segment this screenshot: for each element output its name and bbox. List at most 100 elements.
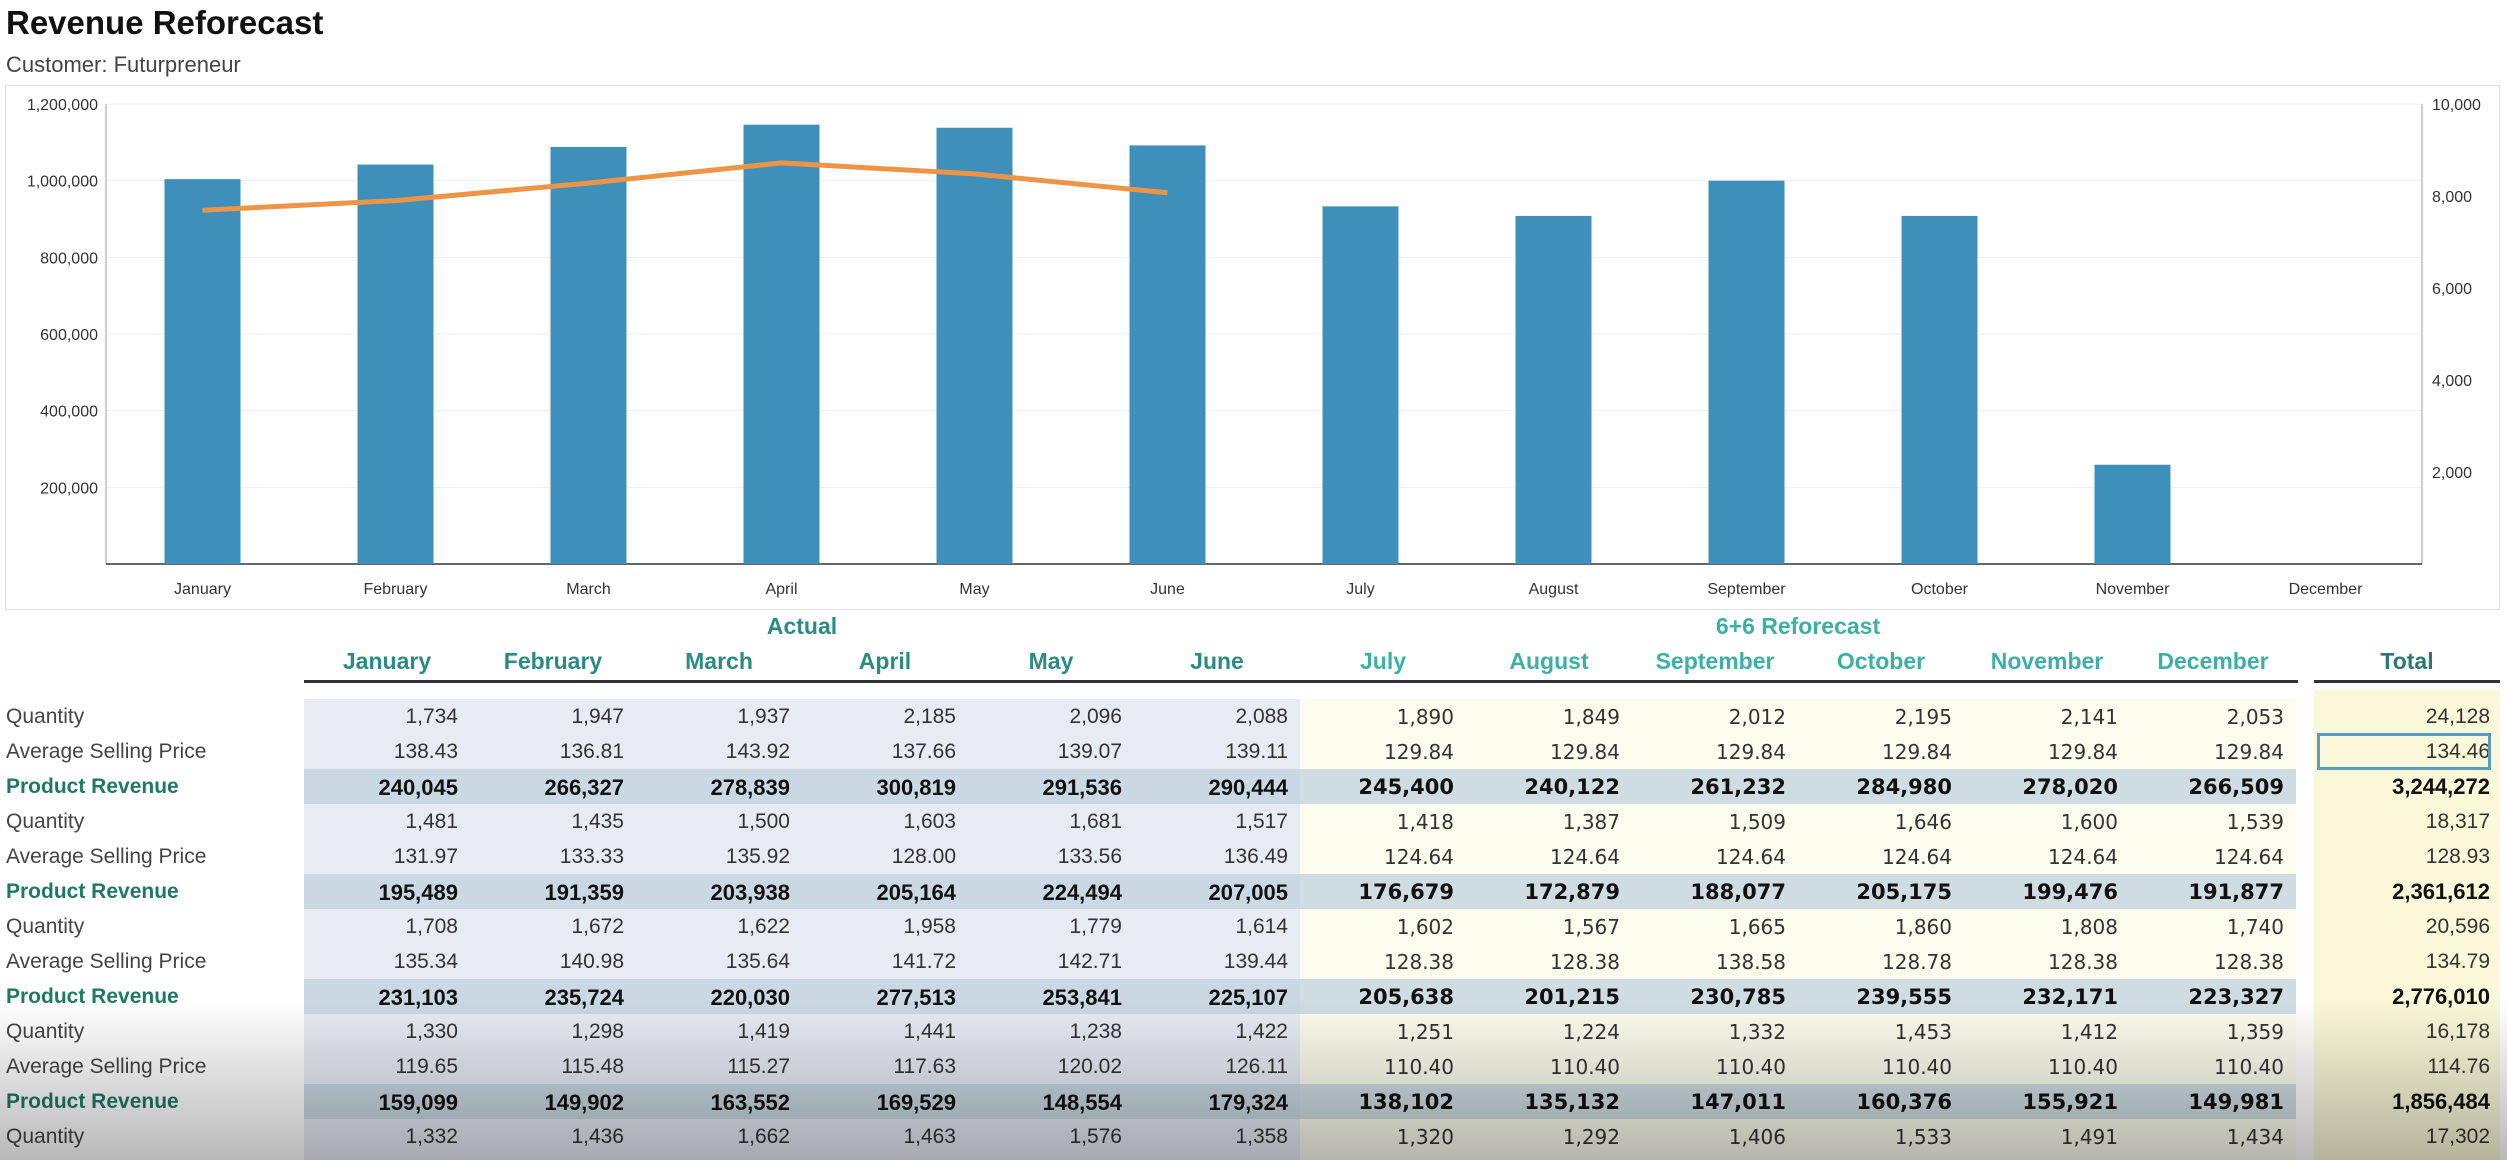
cell-december[interactable]: 124.64	[2214, 845, 2284, 869]
cell-may[interactable]: 139.07	[1057, 740, 1122, 763]
cell-august[interactable]: 1,567	[1562, 915, 1620, 939]
cell-may[interactable]: 133.56	[1057, 845, 1122, 868]
cell-august[interactable]: 1,292	[1562, 1125, 1620, 1149]
cell-april[interactable]: 2,185	[903, 705, 956, 728]
cell-january[interactable]: 240,045	[378, 775, 458, 800]
cell-april[interactable]: 128.00	[891, 845, 956, 868]
cell-total[interactable]: 18,317	[2425, 810, 2490, 833]
cell-november[interactable]: 278,020	[2022, 775, 2118, 799]
cell-total[interactable]: 3,244,272	[2392, 774, 2490, 799]
cell-november[interactable]: 1,808	[2060, 915, 2118, 939]
cell-april[interactable]: 117.63	[893, 1055, 956, 1078]
cell-total[interactable]: 16,178	[2425, 1020, 2490, 1043]
cell-may[interactable]: 1,576	[1069, 1125, 1122, 1148]
cell-july[interactable]: 1,602	[1396, 915, 1454, 939]
cell-may[interactable]: 148,554	[1042, 1090, 1122, 1115]
cell-june[interactable]: 179,324	[1208, 1090, 1288, 1115]
cell-february[interactable]: 149,902	[544, 1090, 624, 1115]
cell-november[interactable]: 129.84	[2048, 740, 2118, 764]
cell-february[interactable]: 1,672	[571, 915, 624, 938]
cell-july[interactable]: 128.38	[1384, 950, 1454, 974]
cell-october[interactable]: 1,533	[1894, 1125, 1952, 1149]
cell-november[interactable]: 124.64	[2048, 845, 2118, 869]
cell-april[interactable]: 1,958	[903, 915, 956, 938]
cell-march[interactable]: 278,839	[710, 775, 790, 800]
cell-total[interactable]: 20,596	[2425, 915, 2490, 938]
cell-august[interactable]: 135,132	[1524, 1090, 1620, 1114]
cell-october[interactable]: 129.84	[1882, 740, 1952, 764]
cell-october[interactable]: 1,646	[1894, 810, 1952, 834]
cell-july[interactable]: 1,890	[1396, 705, 1454, 729]
cell-march[interactable]: 135.64	[725, 950, 790, 973]
cell-october[interactable]: 284,980	[1856, 775, 1952, 799]
cell-june[interactable]: 225,107	[1208, 985, 1288, 1010]
cell-november[interactable]: 110.40	[2048, 1055, 2118, 1079]
cell-september[interactable]: 138.58	[1716, 950, 1786, 974]
cell-august[interactable]: 240,122	[1524, 775, 1620, 799]
cell-april[interactable]: 1,441	[903, 1020, 956, 1043]
cell-february[interactable]: 1,947	[571, 705, 624, 728]
cell-december[interactable]: 128.38	[2214, 950, 2284, 974]
cell-january[interactable]: 1,330	[405, 1020, 458, 1043]
cell-january[interactable]: 131.97	[393, 845, 458, 868]
cell-total[interactable]: 134.79	[2425, 950, 2490, 973]
cell-may[interactable]: 1,238	[1069, 1020, 1122, 1043]
cell-may[interactable]: 120.02	[1057, 1055, 1122, 1078]
cell-september[interactable]: 2,012	[1728, 705, 1786, 729]
cell-march[interactable]: 1,500	[737, 810, 790, 833]
cell-august[interactable]: 129.84	[1550, 740, 1620, 764]
cell-september[interactable]: 1,509	[1728, 810, 1786, 834]
cell-march[interactable]: 203,938	[710, 880, 790, 905]
cell-total[interactable]: 114.76	[2427, 1055, 2490, 1078]
cell-september[interactable]: 129.84	[1716, 740, 1786, 764]
cell-july[interactable]: 1,320	[1396, 1125, 1454, 1149]
cell-april[interactable]: 1,463	[903, 1125, 956, 1148]
cell-march[interactable]: 1,662	[737, 1125, 790, 1148]
cell-october[interactable]: 239,555	[1856, 985, 1952, 1009]
cell-july[interactable]: 1,418	[1396, 810, 1454, 834]
cell-may[interactable]: 291,536	[1042, 775, 1122, 800]
cell-july[interactable]: 205,638	[1358, 985, 1454, 1009]
cell-june[interactable]: 139.44	[1223, 950, 1288, 973]
cell-august[interactable]: 201,215	[1524, 985, 1620, 1009]
cell-august[interactable]: 110.40	[1550, 1055, 1620, 1079]
cell-march[interactable]: 163,552	[710, 1090, 790, 1115]
cell-april[interactable]: 141.72	[891, 950, 956, 973]
cell-august[interactable]: 1,224	[1562, 1020, 1620, 1044]
cell-january[interactable]: 138.43	[393, 740, 458, 763]
cell-december[interactable]: 1,740	[2226, 915, 2284, 939]
cell-total[interactable]: 1,856,484	[2392, 1089, 2490, 1114]
cell-december[interactable]: 1,434	[2226, 1125, 2284, 1149]
cell-december[interactable]: 110.40	[2214, 1055, 2284, 1079]
cell-october[interactable]: 205,175	[1856, 880, 1952, 904]
cell-march[interactable]: 1,419	[737, 1020, 790, 1043]
cell-september[interactable]: 1,665	[1728, 915, 1786, 939]
cell-march[interactable]: 115.27	[727, 1055, 790, 1078]
cell-february[interactable]: 1,298	[571, 1020, 624, 1043]
cell-april[interactable]: 205,164	[876, 880, 956, 905]
cell-september[interactable]: 261,232	[1690, 775, 1786, 799]
cell-february[interactable]: 115.48	[561, 1055, 624, 1078]
cell-total[interactable]: 134.46	[2317, 733, 2491, 770]
cell-july[interactable]: 110.40	[1384, 1055, 1454, 1079]
cell-june[interactable]: 207,005	[1208, 880, 1288, 905]
cell-november[interactable]: 1,600	[2060, 810, 2118, 834]
cell-november[interactable]: 155,921	[2022, 1090, 2118, 1114]
cell-february[interactable]: 1,436	[571, 1125, 624, 1148]
cell-december[interactable]: 191,877	[2188, 880, 2284, 904]
cell-may[interactable]: 253,841	[1042, 985, 1122, 1010]
cell-january[interactable]: 195,489	[378, 880, 458, 905]
cell-february[interactable]: 133.33	[559, 845, 624, 868]
cell-november[interactable]: 1,412	[2060, 1020, 2118, 1044]
cell-may[interactable]: 2,096	[1069, 705, 1122, 728]
cell-march[interactable]: 135.92	[725, 845, 790, 868]
cell-april[interactable]: 300,819	[876, 775, 956, 800]
cell-february[interactable]: 235,724	[544, 985, 624, 1010]
cell-june[interactable]: 126.11	[1225, 1055, 1288, 1078]
cell-october[interactable]: 124.64	[1882, 845, 1952, 869]
cell-may[interactable]: 142.71	[1057, 950, 1122, 973]
cell-april[interactable]: 1,603	[903, 810, 956, 833]
cell-december[interactable]: 129.84	[2214, 740, 2284, 764]
cell-august[interactable]: 1,387	[1562, 810, 1620, 834]
cell-february[interactable]: 1,435	[571, 810, 624, 833]
